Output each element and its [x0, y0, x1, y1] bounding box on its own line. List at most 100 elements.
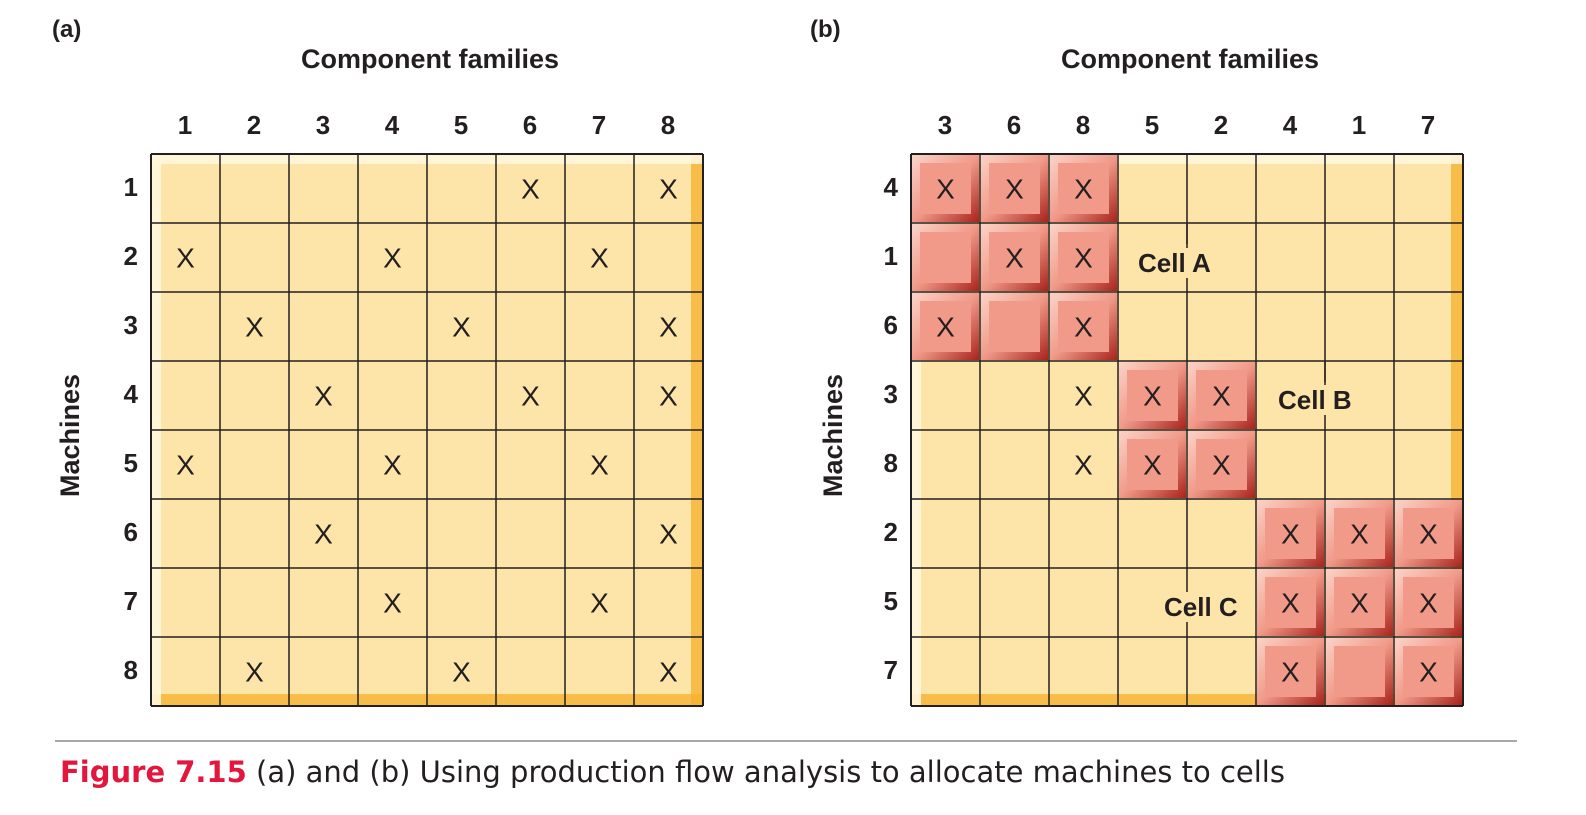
- row-header: 5: [883, 586, 898, 616]
- x-mark: X: [1143, 381, 1162, 412]
- x-mark: X: [1281, 519, 1300, 550]
- x-mark: X: [1074, 450, 1093, 481]
- row-header: 4: [883, 172, 898, 202]
- row-header: 6: [123, 517, 138, 547]
- x-mark: X: [659, 381, 678, 412]
- row-header: 2: [883, 517, 898, 547]
- x-mark: X: [383, 243, 402, 274]
- column-header: 5: [1144, 110, 1160, 140]
- panel-a-matrix: X X X X X X X X X X X X X X X X X X X X X: [150, 153, 704, 707]
- x-mark: X: [659, 657, 678, 688]
- column-header: 3: [315, 110, 331, 140]
- x-mark: X: [659, 312, 678, 343]
- panel-a-label: (a): [52, 16, 82, 43]
- x-mark: X: [314, 519, 333, 550]
- panel-b-label: (b): [810, 16, 841, 43]
- row-header: 6: [883, 310, 898, 340]
- row-header: 1: [123, 172, 138, 202]
- x-mark: X: [245, 312, 264, 343]
- x-mark: X: [1419, 657, 1438, 688]
- row-header: 3: [883, 379, 898, 409]
- column-header: 2: [246, 110, 262, 140]
- x-mark: X: [590, 588, 609, 619]
- x-mark: X: [1281, 588, 1300, 619]
- x-mark: X: [1419, 588, 1438, 619]
- highlight-cell-face: [1058, 301, 1109, 352]
- highlight-cell-face: [1058, 163, 1109, 214]
- highlight-cell-face: [1334, 646, 1385, 697]
- row-header: 7: [883, 655, 898, 685]
- column-header: 8: [660, 110, 676, 140]
- caption-text: (a) and (b) Using production flow analys…: [246, 755, 1285, 789]
- highlight-cell-face: [1403, 577, 1454, 628]
- row-header: 3: [123, 310, 138, 340]
- x-mark: X: [245, 657, 264, 688]
- row-header: 4: [123, 379, 138, 409]
- x-mark: X: [452, 312, 471, 343]
- highlight-cell-face: [989, 232, 1040, 283]
- column-header: 5: [453, 110, 469, 140]
- row-header: 7: [123, 586, 138, 616]
- x-mark: X: [176, 450, 195, 481]
- cell-a-label: Cell A: [1136, 248, 1213, 278]
- column-header: 2: [1213, 110, 1229, 140]
- highlight-cell-face: [1403, 508, 1454, 559]
- row-header: 8: [123, 655, 138, 685]
- highlight-cell-face: [1334, 577, 1385, 628]
- x-mark: X: [590, 243, 609, 274]
- column-header: 6: [1006, 110, 1022, 140]
- column-header: 6: [522, 110, 538, 140]
- x-mark: X: [1350, 588, 1369, 619]
- highlight-cell-face: [989, 163, 1040, 214]
- highlight-cell-face: [1196, 439, 1247, 490]
- panel-b-machines-label: Machines: [818, 373, 848, 497]
- figure-number: Figure 7.15: [60, 755, 247, 789]
- x-mark: X: [1005, 174, 1024, 205]
- highlight-cell-face: [920, 301, 971, 352]
- panel-a-machines-label: Machines: [55, 373, 85, 497]
- x-mark: X: [1005, 243, 1024, 274]
- x-mark: X: [936, 312, 955, 343]
- matrix-svg: X X X X X X X X X X X X X X X X X X X X X: [910, 153, 1464, 707]
- row-header: 5: [123, 448, 138, 478]
- x-mark: X: [1074, 174, 1093, 205]
- x-mark: X: [1143, 450, 1162, 481]
- x-mark: X: [1074, 381, 1093, 412]
- highlight-cell-face: [1265, 577, 1316, 628]
- highlight-cell-face: [989, 301, 1040, 352]
- column-header: 1: [1351, 110, 1367, 140]
- x-mark: X: [590, 450, 609, 481]
- highlight-cell-face: [1265, 508, 1316, 559]
- highlight-cell-face: [1334, 508, 1385, 559]
- column-header: 4: [1282, 110, 1298, 140]
- x-mark: X: [1350, 519, 1369, 550]
- panel-b-matrix: X X X X X X X X X X X X X X X X X X X X X: [910, 153, 1464, 707]
- panel-b-axis-title: Component families: [1060, 44, 1320, 74]
- panel-a-axis-title: Component families: [300, 44, 560, 74]
- highlight-cell-face: [1058, 232, 1109, 283]
- x-mark: X: [1419, 519, 1438, 550]
- column-header: 1: [177, 110, 193, 140]
- row-header: 2: [123, 241, 138, 271]
- x-mark: X: [659, 519, 678, 550]
- x-mark: X: [1212, 381, 1231, 412]
- x-mark: X: [383, 588, 402, 619]
- column-header: 8: [1075, 110, 1091, 140]
- cell-b-label: Cell B: [1276, 385, 1354, 415]
- highlight-cell-face: [1403, 646, 1454, 697]
- highlight-cell-face: [1196, 370, 1247, 421]
- x-mark: X: [383, 450, 402, 481]
- x-mark: X: [314, 381, 333, 412]
- x-mark: X: [1074, 312, 1093, 343]
- column-header: 3: [937, 110, 953, 140]
- caption-divider: [55, 740, 1517, 742]
- x-mark: X: [1212, 450, 1231, 481]
- matrix-svg: X X X X X X X X X X X X X X X X X X X X X: [150, 153, 704, 707]
- highlight-cell-face: [920, 232, 971, 283]
- row-header: 1: [883, 241, 898, 271]
- highlight-cell-face: [920, 163, 971, 214]
- highlight-cell-face: [1265, 646, 1316, 697]
- x-mark: X: [1281, 657, 1300, 688]
- x-mark: X: [659, 174, 678, 205]
- highlight-cell-face: [1127, 370, 1178, 421]
